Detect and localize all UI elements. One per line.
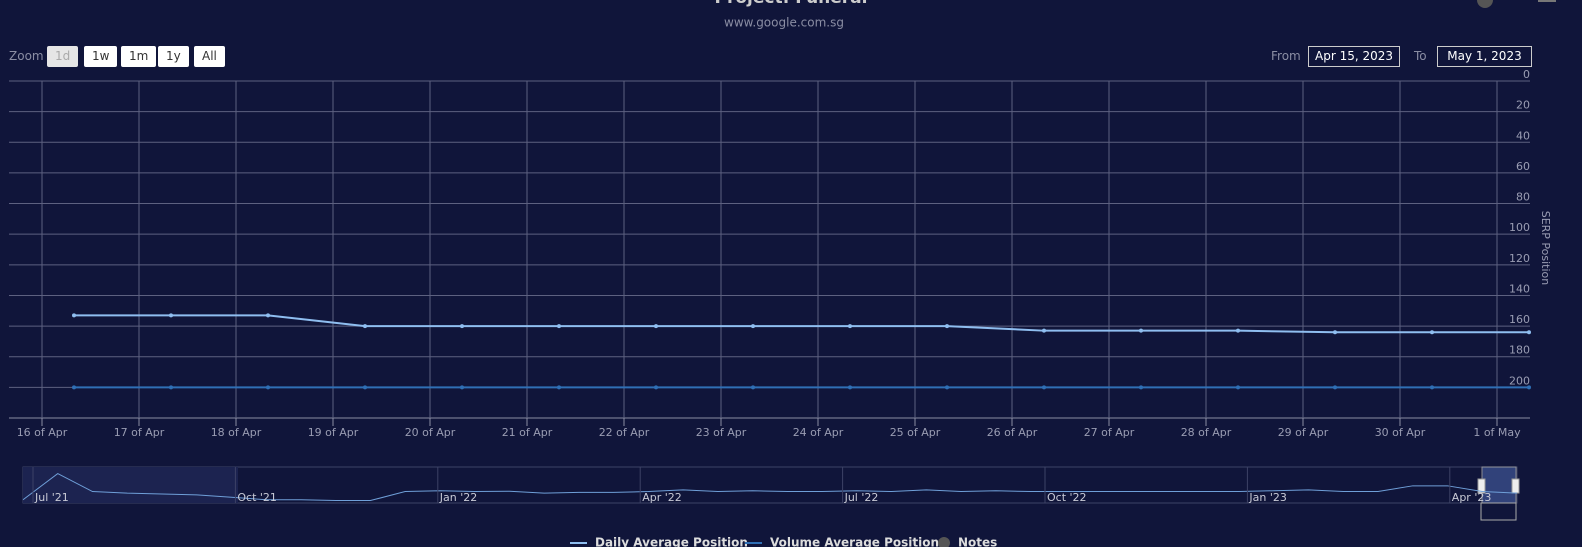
y-tick-label: 0 [1523, 68, 1530, 81]
y-tick-label: 60 [1516, 160, 1530, 173]
data-point [266, 385, 271, 390]
x-tick-label: 18 of Apr [211, 426, 262, 439]
navigator-label: Oct '22 [1047, 491, 1087, 504]
navigator-label: Jan '22 [439, 491, 477, 504]
menu-icon[interactable] [1538, 0, 1556, 2]
navigator-mask [23, 467, 238, 503]
zoom-button[interactable]: 1m [121, 46, 157, 67]
x-tick-label: 21 of Apr [502, 426, 553, 439]
zoom-button[interactable]: 1y [158, 46, 189, 67]
x-tick-label: 19 of Apr [308, 426, 359, 439]
data-point [1139, 328, 1144, 333]
y-tick-label: 80 [1516, 191, 1530, 204]
x-tick-label: 25 of Apr [890, 426, 941, 439]
chart-title: Project: Funeral [715, 0, 868, 8]
y-tick-label: 20 [1516, 99, 1530, 112]
legend-symbol [938, 537, 950, 547]
data-point [72, 313, 77, 318]
to-date[interactable]: May 1, 2023 [1437, 46, 1532, 67]
navigator-handle[interactable] [1511, 478, 1520, 494]
data-point [557, 385, 562, 390]
legend-label: Notes [958, 536, 997, 547]
y-tick-label: 100 [1509, 221, 1530, 234]
navigator-label: Jan '23 [1248, 491, 1286, 504]
data-point [654, 324, 659, 329]
data-point [751, 324, 756, 329]
x-tick-label: 17 of Apr [114, 426, 165, 439]
to-label: To [1414, 49, 1427, 63]
zoom-label: Zoom [9, 49, 44, 63]
data-point [169, 385, 174, 390]
zoom-button[interactable]: 1w [84, 46, 118, 67]
navigator-line [22, 472, 1518, 502]
y-tick-label: 40 [1516, 129, 1530, 142]
data-point [1333, 385, 1338, 390]
chart-subtitle: www.google.com.sg [724, 16, 844, 30]
from-label: From [1271, 49, 1301, 63]
data-point [1042, 385, 1047, 390]
data-point [1236, 328, 1241, 333]
data-point [1527, 385, 1532, 390]
data-point [1236, 385, 1241, 390]
navigator-label: Oct '21 [237, 491, 277, 504]
zoom-button[interactable]: 1d [47, 46, 79, 67]
y-tick-label: 180 [1509, 344, 1530, 357]
legend-label: Volume Average Position [770, 536, 939, 547]
x-tick-label: 1 of May [1473, 426, 1521, 439]
data-point [460, 385, 465, 390]
data-point [945, 324, 950, 329]
zoom-button[interactable]: All [194, 46, 225, 67]
data-point [1333, 330, 1338, 335]
data-point [945, 385, 950, 390]
x-tick-label: 29 of Apr [1278, 426, 1329, 439]
data-point [1527, 330, 1532, 335]
x-tick-label: 28 of Apr [1181, 426, 1232, 439]
data-point [72, 385, 77, 390]
x-tick-label: 27 of Apr [1084, 426, 1135, 439]
y-tick-label: 140 [1509, 282, 1530, 295]
data-point [363, 324, 368, 329]
data-point [1042, 328, 1047, 333]
y-tick-label: 160 [1509, 313, 1530, 326]
data-point [1430, 330, 1435, 335]
x-tick-label: 20 of Apr [405, 426, 456, 439]
x-tick-label: 30 of Apr [1375, 426, 1426, 439]
x-tick-label: 24 of Apr [793, 426, 844, 439]
x-tick-label: 23 of Apr [696, 426, 747, 439]
x-tick-label: 26 of Apr [987, 426, 1038, 439]
data-point [1139, 385, 1144, 390]
legend-label: Daily Average Position [595, 536, 748, 547]
data-point [266, 313, 271, 318]
data-point [460, 324, 465, 329]
data-point [848, 385, 853, 390]
navigator-scrollbar[interactable] [1480, 502, 1517, 521]
data-point [751, 385, 756, 390]
x-tick-label: 16 of Apr [17, 426, 68, 439]
navigator-label: Apr '23 [1452, 491, 1492, 504]
data-point [557, 324, 562, 329]
data-point [654, 385, 659, 390]
data-point [169, 313, 174, 318]
series-line [74, 314, 1530, 334]
data-point [1430, 385, 1435, 390]
navigator-handle[interactable] [1477, 478, 1486, 494]
from-date[interactable]: Apr 15, 2023 [1308, 46, 1401, 67]
menu-icon[interactable] [1477, 0, 1493, 8]
navigator-label: Apr '22 [642, 491, 682, 504]
data-point [848, 324, 853, 329]
y-axis-title: SERP Position [1539, 211, 1552, 286]
navigator-label: Jul '21 [34, 491, 69, 504]
x-tick-label: 22 of Apr [599, 426, 650, 439]
y-tick-label: 120 [1509, 252, 1530, 265]
navigator-label: Jul '22 [844, 491, 879, 504]
data-point [363, 385, 368, 390]
y-tick-label: 200 [1509, 374, 1530, 387]
